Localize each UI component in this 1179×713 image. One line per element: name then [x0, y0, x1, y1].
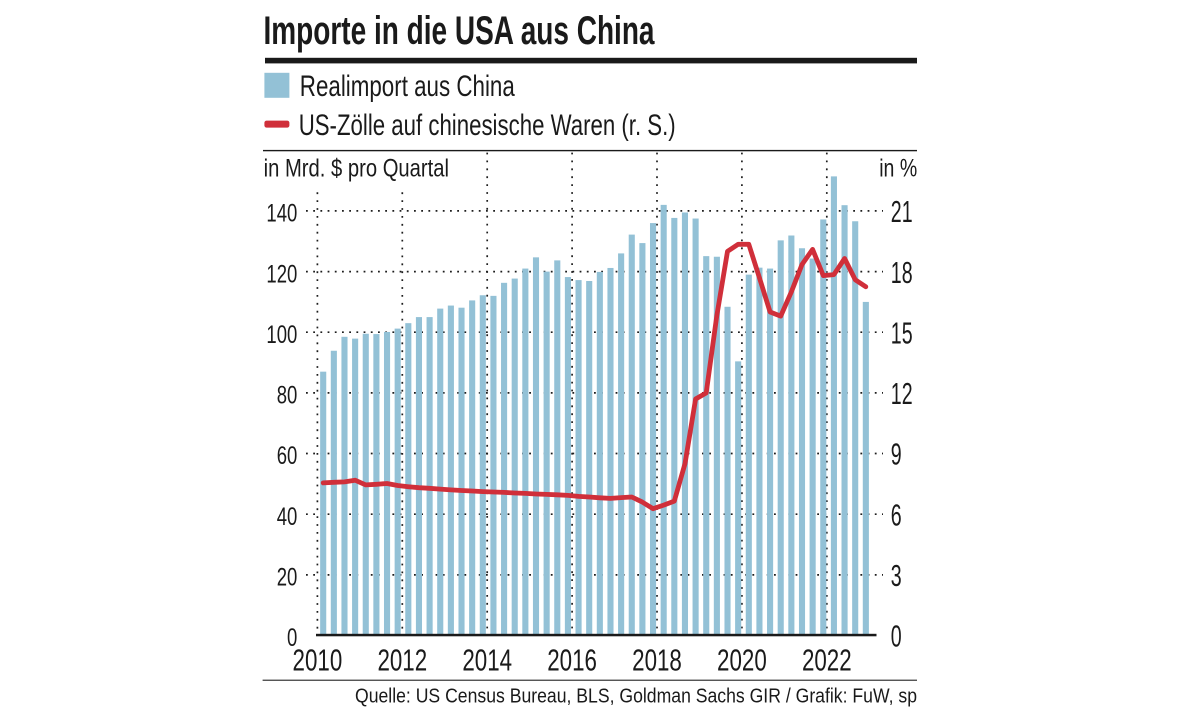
- svg-text:2022: 2022: [802, 643, 852, 678]
- svg-text:in Mrd. $ pro Quartal: in Mrd. $ pro Quartal: [264, 154, 449, 182]
- svg-text:2018: 2018: [632, 643, 682, 678]
- svg-text:0: 0: [891, 619, 902, 654]
- svg-text:140: 140: [266, 200, 297, 228]
- svg-text:18: 18: [891, 255, 913, 290]
- svg-text:40: 40: [277, 503, 298, 531]
- svg-text:2020: 2020: [717, 643, 767, 678]
- svg-text:80: 80: [277, 382, 298, 410]
- svg-text:9: 9: [891, 437, 902, 472]
- svg-text:12: 12: [891, 376, 913, 411]
- svg-text:21: 21: [891, 194, 913, 229]
- svg-text:Importe in die USA aus China: Importe in die USA aus China: [264, 9, 656, 53]
- svg-text:6: 6: [891, 497, 902, 532]
- svg-text:2014: 2014: [462, 643, 512, 678]
- svg-text:15: 15: [891, 315, 913, 350]
- svg-text:Quelle: US Census Bureau, BLS,: Quelle: US Census Bureau, BLS, Goldman S…: [355, 685, 917, 708]
- svg-text:20: 20: [277, 564, 298, 592]
- svg-text:0: 0: [287, 624, 297, 652]
- svg-text:2010: 2010: [293, 643, 343, 678]
- svg-text:2012: 2012: [377, 643, 427, 678]
- svg-text:in %: in %: [879, 154, 917, 182]
- svg-text:Realimport aus China: Realimport aus China: [300, 70, 515, 103]
- svg-text:60: 60: [277, 442, 298, 470]
- svg-text:US-Zölle auf chinesische Waren: US-Zölle auf chinesische Waren (r. S.): [299, 109, 676, 142]
- svg-text:100: 100: [266, 321, 297, 349]
- svg-text:120: 120: [266, 260, 297, 288]
- svg-text:2016: 2016: [547, 643, 597, 678]
- svg-text:3: 3: [891, 558, 902, 593]
